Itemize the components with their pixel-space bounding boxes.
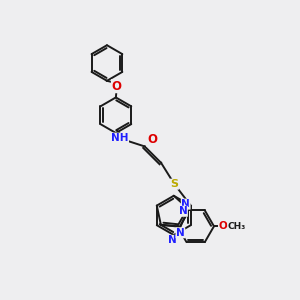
Text: N: N bbox=[178, 206, 188, 216]
Text: O: O bbox=[112, 80, 122, 93]
Text: O: O bbox=[218, 221, 227, 231]
Text: NH: NH bbox=[111, 133, 128, 143]
Text: S: S bbox=[170, 179, 178, 189]
Text: N: N bbox=[168, 236, 177, 245]
Text: CH₃: CH₃ bbox=[228, 222, 246, 231]
Text: O: O bbox=[147, 134, 157, 146]
Text: N: N bbox=[181, 199, 190, 209]
Text: N: N bbox=[176, 228, 185, 238]
